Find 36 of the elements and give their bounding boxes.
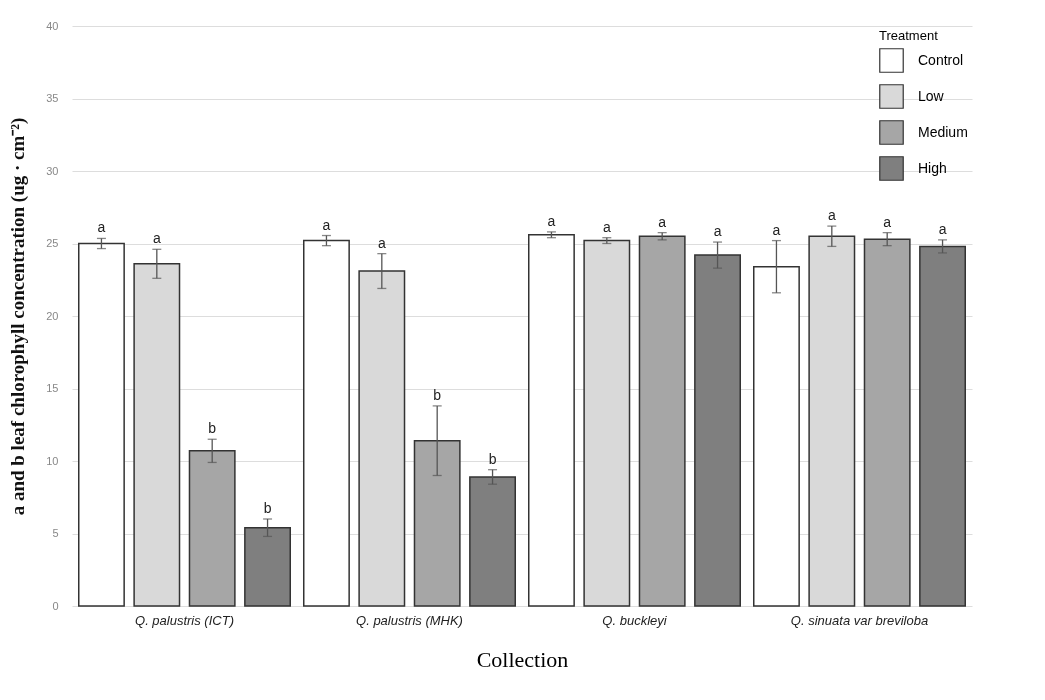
y-tick-label: 0	[52, 599, 59, 612]
data-label: b	[433, 386, 442, 403]
y-axis-title: a and b leaf chlorophyll concentration (ug · cm⁻²)	[7, 117, 30, 516]
x-tick-label: Q. sinuata var breviloba	[790, 612, 929, 628]
legend-title: Treatment	[879, 28, 939, 43]
data-label: a	[377, 234, 386, 251]
data-label: a	[547, 212, 556, 229]
legend-label: Low	[918, 87, 945, 104]
legend-label: Control	[918, 51, 964, 68]
data-label: b	[488, 450, 497, 467]
data-label: a	[322, 216, 331, 233]
data-label: b	[208, 420, 217, 437]
data-label: a	[658, 213, 667, 230]
legend-label: Medium	[918, 123, 968, 140]
data-label: a	[97, 219, 106, 236]
x-tick-label: Q. palustris (MHK)	[356, 612, 463, 628]
data-label: b	[263, 500, 272, 516]
data-label: a	[938, 220, 947, 237]
data-label: a	[772, 221, 781, 238]
y-tick-label: 40	[46, 19, 59, 32]
y-tick-label: 20	[46, 309, 59, 322]
y-tick-label: 35	[46, 92, 59, 104]
data-label: a	[827, 207, 836, 224]
x-axis-title: Collection	[476, 646, 569, 672]
y-tick-label: 30	[46, 164, 59, 177]
x-tick-label: Q. palustris (ICT)	[135, 612, 234, 628]
legend-label: High	[918, 159, 947, 176]
data-label: a	[713, 223, 722, 240]
data-label: a	[152, 230, 161, 247]
x-tick-label: Q. buckleyi	[602, 612, 668, 628]
data-label: a	[883, 213, 892, 230]
data-label: a	[602, 218, 611, 235]
y-tick-label: 25	[46, 237, 59, 249]
y-tick-label: 10	[46, 454, 59, 467]
y-tick-label: 15	[46, 382, 59, 394]
y-tick-label: 5	[52, 527, 59, 539]
